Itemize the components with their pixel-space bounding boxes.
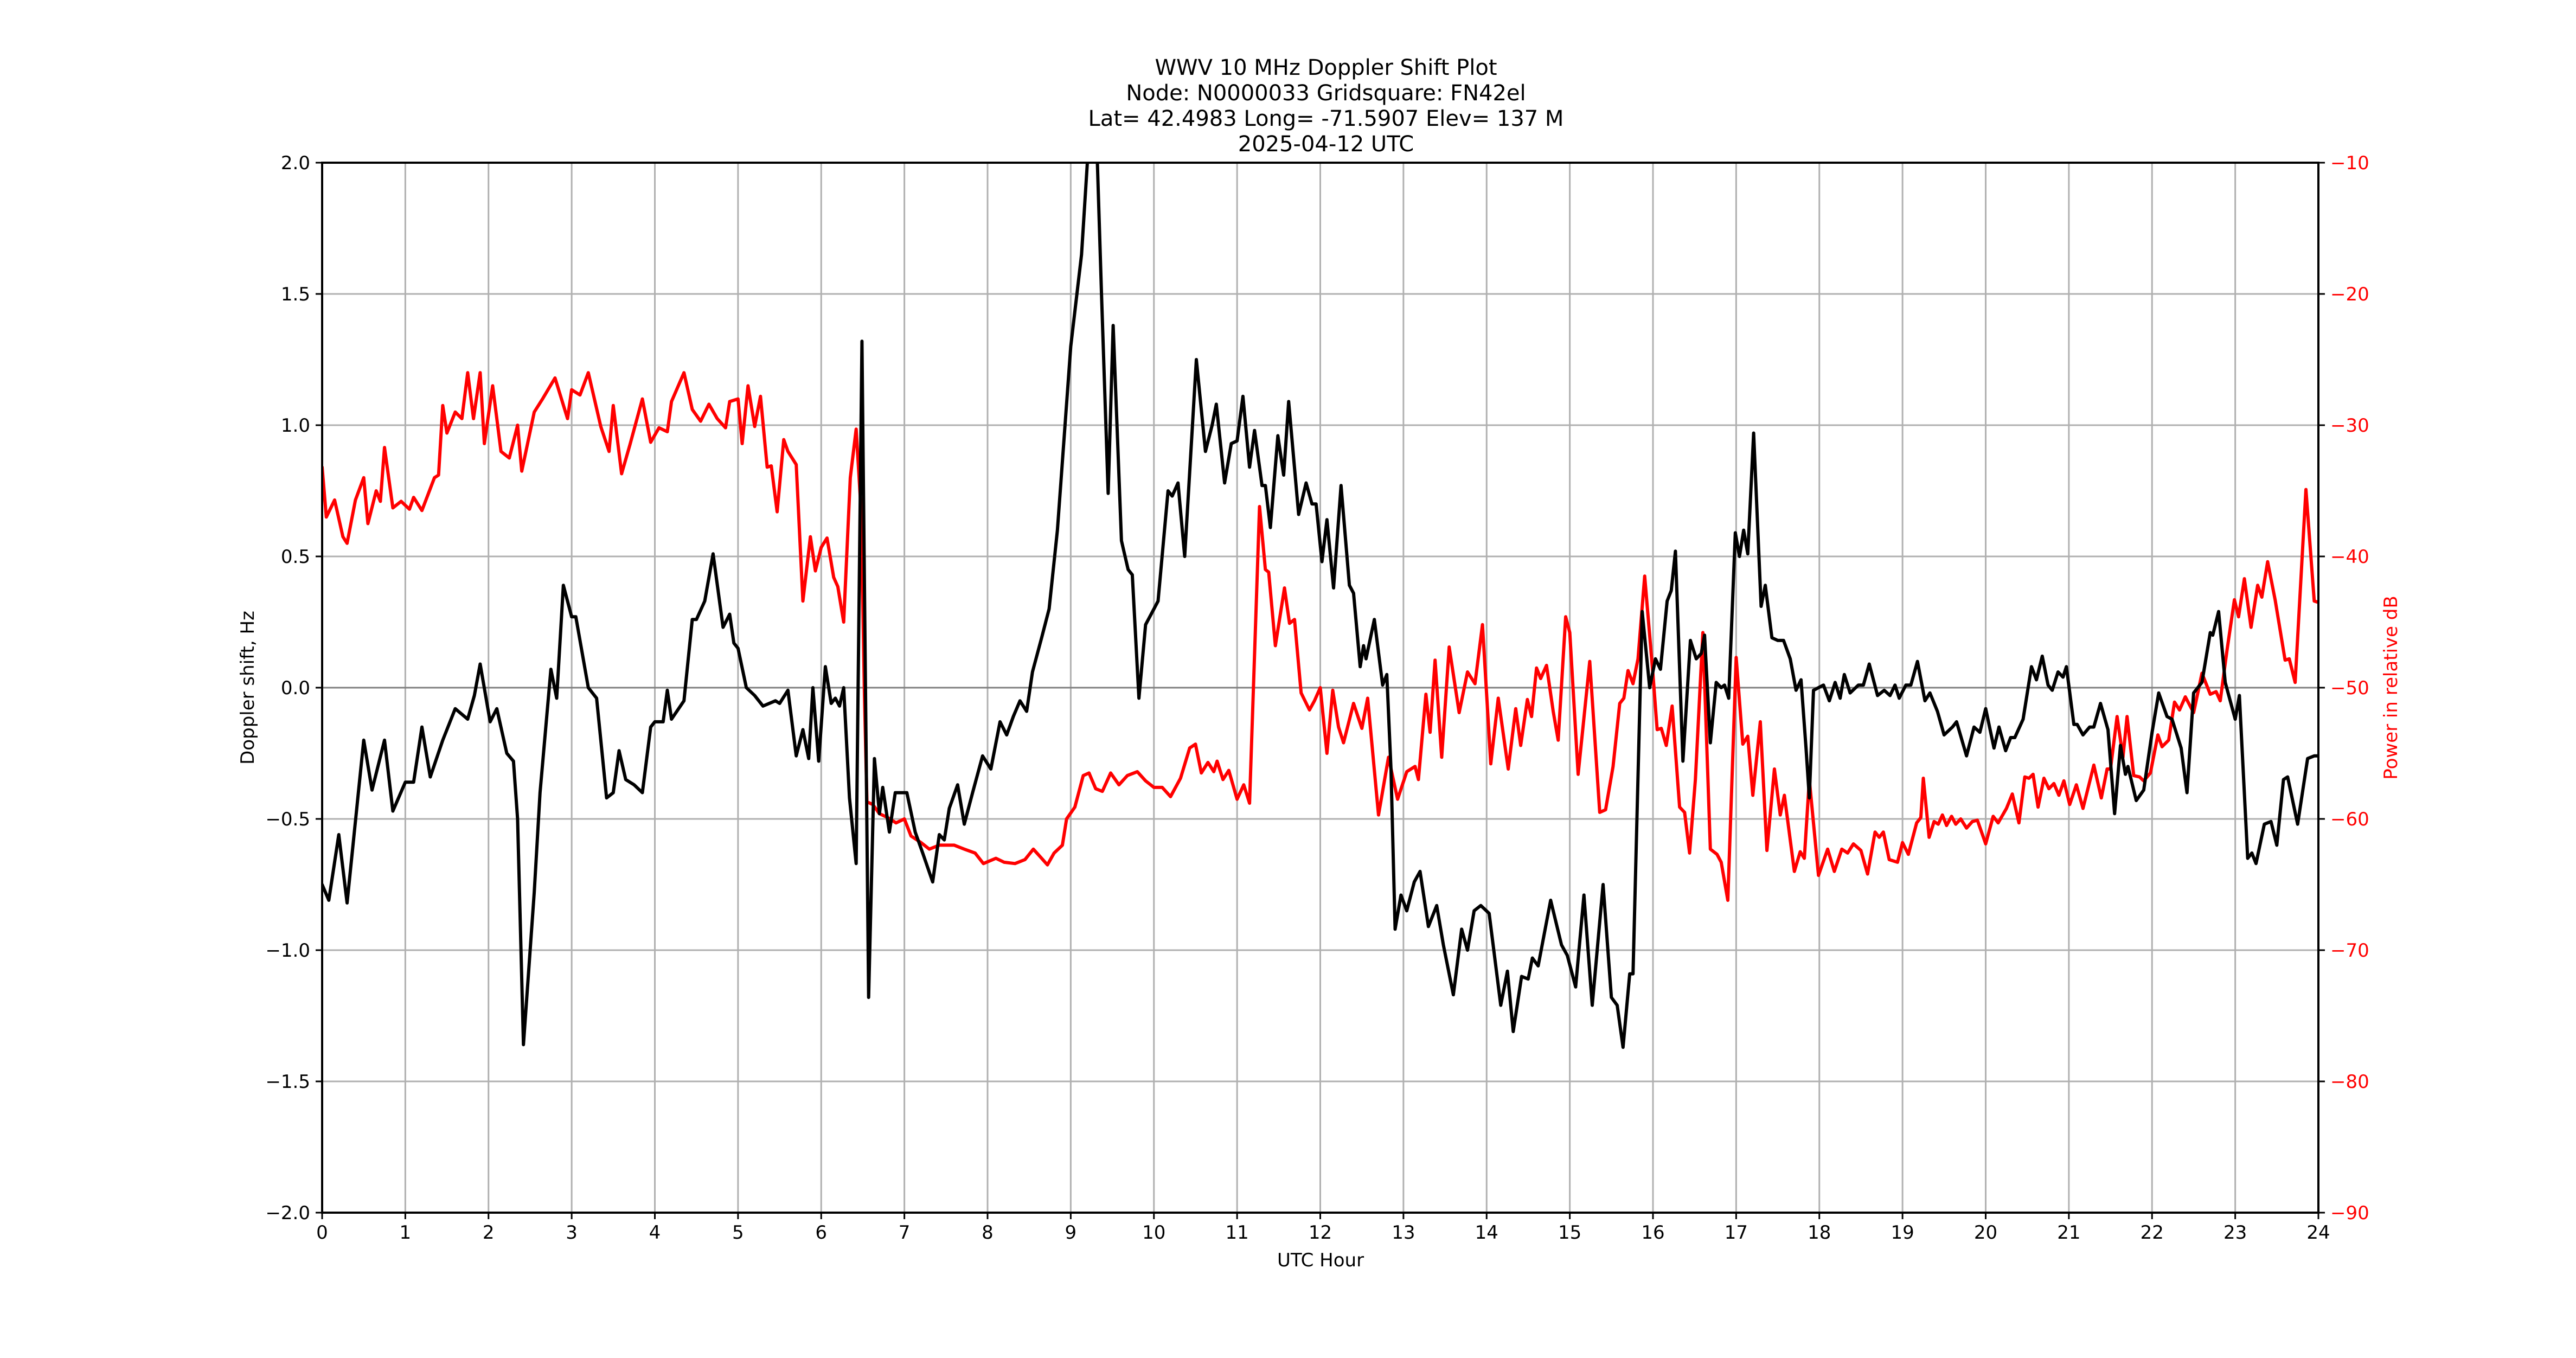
x-tick-label: 4 [649, 1222, 661, 1244]
x-tick-label: 9 [1065, 1222, 1077, 1244]
x-tick-label: 16 [1641, 1222, 1664, 1244]
right-y-tick-label: −50 [2330, 677, 2369, 699]
x-tick-label: 17 [1725, 1222, 1748, 1244]
x-tick-label: 22 [2141, 1222, 2164, 1244]
left-y-axis-ticks: −2.0 −1.5 −1.0 −0.5 0.0 0.5 1.0 1.5 2.0 [265, 152, 322, 1224]
x-tick-label: 1 [400, 1222, 412, 1244]
title-line-3: Lat= 42.4983 Long= -71.5907 Elev= 137 M [1088, 106, 1564, 131]
right-y-tick-label: −90 [2330, 1202, 2369, 1224]
x-tick-label: 8 [982, 1222, 994, 1244]
title-line-2: Node: N0000033 Gridsquare: FN42el [1126, 81, 1526, 106]
right-y-axis-ticks: −90 −80 −70 −60 −50 −40 −30 −20 −10 [2318, 152, 2369, 1224]
right-y-tick-label: −20 [2330, 284, 2369, 305]
x-axis-label: UTC Hour [1277, 1250, 1364, 1271]
power-series-line [322, 371, 2318, 902]
x-tick-label: 7 [899, 1222, 911, 1244]
title-line-4: 2025-04-12 UTC [1238, 132, 1414, 157]
x-tick-label: 20 [1974, 1222, 1997, 1244]
right-y-tick-label: −30 [2330, 415, 2369, 437]
power-line [322, 371, 2318, 902]
left-y-tick-label: −2.0 [265, 1202, 310, 1224]
right-y-tick-label: −80 [2330, 1071, 2369, 1093]
doppler-line [322, 163, 2318, 1049]
right-y-tick-label: −10 [2330, 152, 2369, 174]
x-tick-label: 13 [1392, 1222, 1415, 1244]
x-axis-ticks: 0 1 2 3 4 5 6 7 8 9 10 11 12 13 14 15 16 17 18 19 20 21 22 23 24 [316, 1213, 2330, 1244]
x-tick-label: 6 [815, 1222, 827, 1244]
x-tick-label: 15 [1558, 1222, 1581, 1244]
left-y-axis-label: Doppler shift, Hz [237, 611, 259, 765]
left-y-tick-label: −0.5 [265, 809, 310, 830]
right-y-tick-label: −60 [2330, 809, 2369, 830]
left-y-tick-label: 0.0 [281, 677, 310, 699]
left-y-tick-label: 1.5 [281, 284, 310, 305]
left-y-tick-label: 0.5 [281, 546, 310, 568]
x-tick-label: 0 [316, 1222, 328, 1244]
left-y-tick-label: −1.0 [265, 940, 310, 962]
x-tick-label: 23 [2223, 1222, 2247, 1244]
x-tick-label: 11 [1225, 1222, 1248, 1244]
x-tick-label: 2 [483, 1222, 495, 1244]
doppler-series-line [322, 163, 2318, 1049]
x-tick-label: 18 [1808, 1222, 1831, 1244]
left-y-tick-label: 2.0 [281, 152, 310, 174]
x-tick-label: 19 [1891, 1222, 1914, 1244]
x-tick-label: 24 [2306, 1222, 2330, 1244]
x-tick-label: 21 [2057, 1222, 2080, 1244]
right-y-tick-label: −70 [2330, 940, 2369, 962]
x-tick-label: 3 [566, 1222, 578, 1244]
x-tick-label: 14 [1475, 1222, 1498, 1244]
x-tick-label: 10 [1142, 1222, 1165, 1244]
left-y-tick-label: −1.5 [265, 1071, 310, 1093]
title-line-1: WWV 10 MHz Doppler Shift Plot [1155, 55, 1497, 80]
left-y-tick-label: 1.0 [281, 415, 310, 437]
x-tick-label: 12 [1309, 1222, 1332, 1244]
x-tick-label: 5 [732, 1222, 744, 1244]
right-y-tick-label: −40 [2330, 546, 2369, 568]
right-y-axis-label: Power in relative dB [2380, 595, 2402, 779]
chart-title: WWV 10 MHz Doppler Shift Plot Node: N000… [1088, 55, 1564, 157]
